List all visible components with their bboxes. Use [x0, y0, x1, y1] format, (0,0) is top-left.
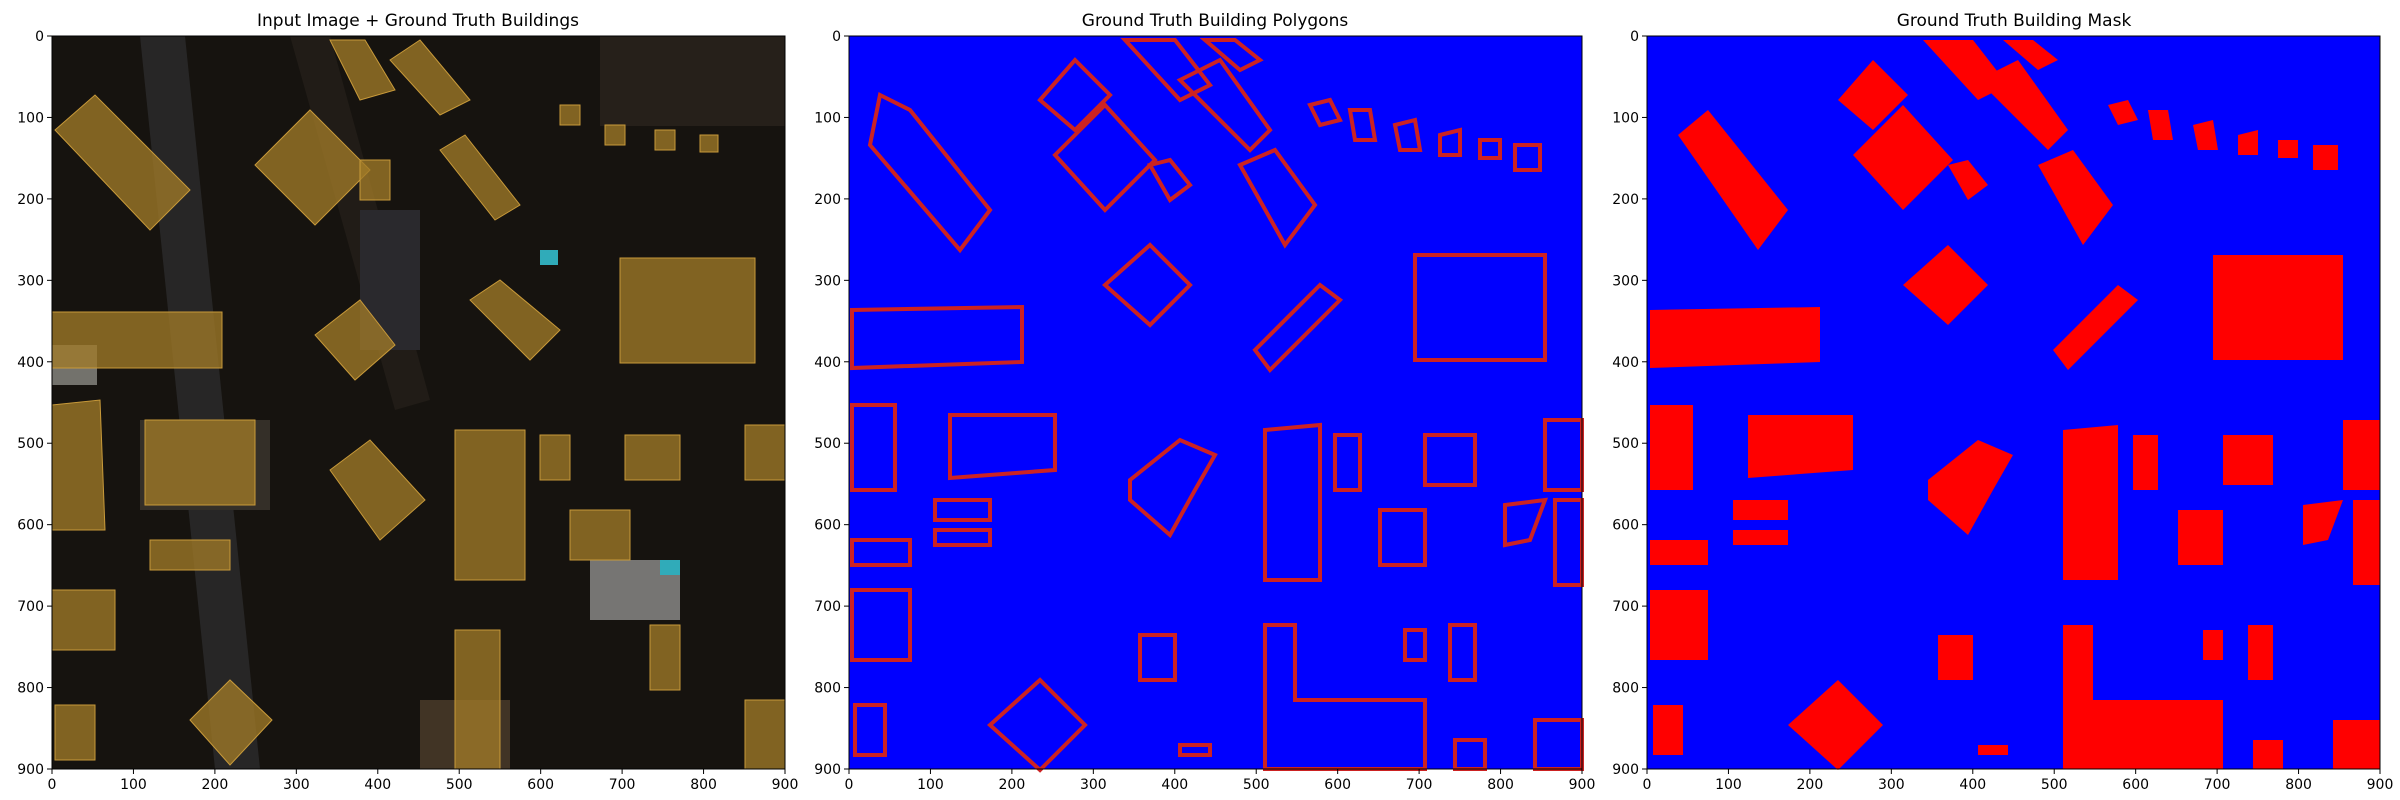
building-overlays — [51, 39, 786, 770]
x-tick-label: 400 — [1959, 777, 1986, 793]
panel-frame-input — [51, 35, 786, 770]
y-tick-label: 400 — [814, 355, 841, 371]
x-tick-label: 700 — [609, 777, 636, 793]
y-tick-label: 800 — [814, 681, 841, 697]
panel-polygons — [849, 36, 1584, 773]
y-tick-label: 200 — [17, 192, 44, 208]
y-tick-label: 0 — [1630, 29, 1639, 45]
y-tick-label: 800 — [17, 681, 44, 697]
y-tick-label: 0 — [35, 29, 44, 45]
x-tick-label: 0 — [48, 777, 57, 793]
x-tick-label: 600 — [1324, 777, 1351, 793]
y-tick-label: 800 — [1612, 681, 1639, 697]
x-tick-label: 500 — [2041, 777, 2068, 793]
x-tick-label: 500 — [1243, 777, 1270, 793]
panel-mask — [1647, 36, 2380, 770]
polygons-background — [849, 36, 1582, 769]
x-tick-label: 700 — [1406, 777, 1433, 793]
y-tick-label: 400 — [1612, 355, 1639, 371]
y-tick-label: 300 — [17, 273, 44, 289]
x-tick-label: 300 — [1878, 777, 1905, 793]
x-tick-label: 200 — [202, 777, 229, 793]
y-tick-label: 700 — [1612, 599, 1639, 615]
x-tick-label: 300 — [283, 777, 310, 793]
panel-title-input: Input Image + Ground Truth Buildings — [257, 11, 579, 31]
y-tick-label: 0 — [832, 29, 841, 45]
x-tick-label: 400 — [1161, 777, 1188, 793]
x-tick-label: 800 — [690, 777, 717, 793]
x-tick-label: 300 — [1080, 777, 1107, 793]
x-tick-label: 100 — [917, 777, 944, 793]
y-tick-label: 100 — [1612, 110, 1639, 126]
y-tick-label: 500 — [814, 436, 841, 452]
x-tick-label: 900 — [2367, 777, 2394, 793]
axes: 0 0 100 100 200 200 300 300 400 400 500 500 600 600 70… — [17, 29, 2393, 793]
x-tick-label: 700 — [2204, 777, 2231, 793]
x-tick-label: 900 — [772, 777, 799, 793]
y-tick-label: 600 — [814, 518, 841, 534]
y-tick-label: 500 — [1612, 436, 1639, 452]
y-tick-label: 900 — [1612, 762, 1639, 778]
x-tick-label: 100 — [120, 777, 147, 793]
panel-input-image — [51, 36, 786, 770]
x-tick-label: 200 — [1797, 777, 1824, 793]
y-tick-label: 300 — [814, 273, 841, 289]
y-tick-label: 100 — [17, 110, 44, 126]
y-tick-label: 200 — [1612, 192, 1639, 208]
panel-frame-mask — [1646, 35, 2381, 770]
panel-title-polygons: Ground Truth Building Polygons — [1082, 11, 1349, 31]
x-tick-label: 500 — [446, 777, 473, 793]
x-tick-label: 800 — [1487, 777, 1514, 793]
y-tick-label: 900 — [814, 762, 841, 778]
x-tick-label: 600 — [527, 777, 554, 793]
x-tick-label: 400 — [364, 777, 391, 793]
y-tick-label: 700 — [814, 599, 841, 615]
y-tick-label: 700 — [17, 599, 44, 615]
y-tick-label: 300 — [1612, 273, 1639, 289]
y-tick-label: 200 — [814, 192, 841, 208]
x-tick-label: 600 — [2122, 777, 2149, 793]
y-tick-label: 500 — [17, 436, 44, 452]
y-tick-label: 900 — [17, 762, 44, 778]
y-tick-label: 100 — [814, 110, 841, 126]
x-tick-label: 0 — [1643, 777, 1652, 793]
panel-frame-polygons — [848, 35, 1583, 770]
x-tick-label: 0 — [845, 777, 854, 793]
x-tick-label: 800 — [2285, 777, 2312, 793]
x-tick-label: 100 — [1715, 777, 1742, 793]
x-tick-label: 900 — [1569, 777, 1596, 793]
panel-title-mask: Ground Truth Building Mask — [1897, 11, 2132, 31]
building-mask — [1650, 40, 2380, 770]
y-tick-label: 600 — [17, 518, 44, 534]
y-tick-label: 400 — [17, 355, 44, 371]
y-tick-label: 600 — [1612, 518, 1639, 534]
x-tick-label: 200 — [999, 777, 1026, 793]
